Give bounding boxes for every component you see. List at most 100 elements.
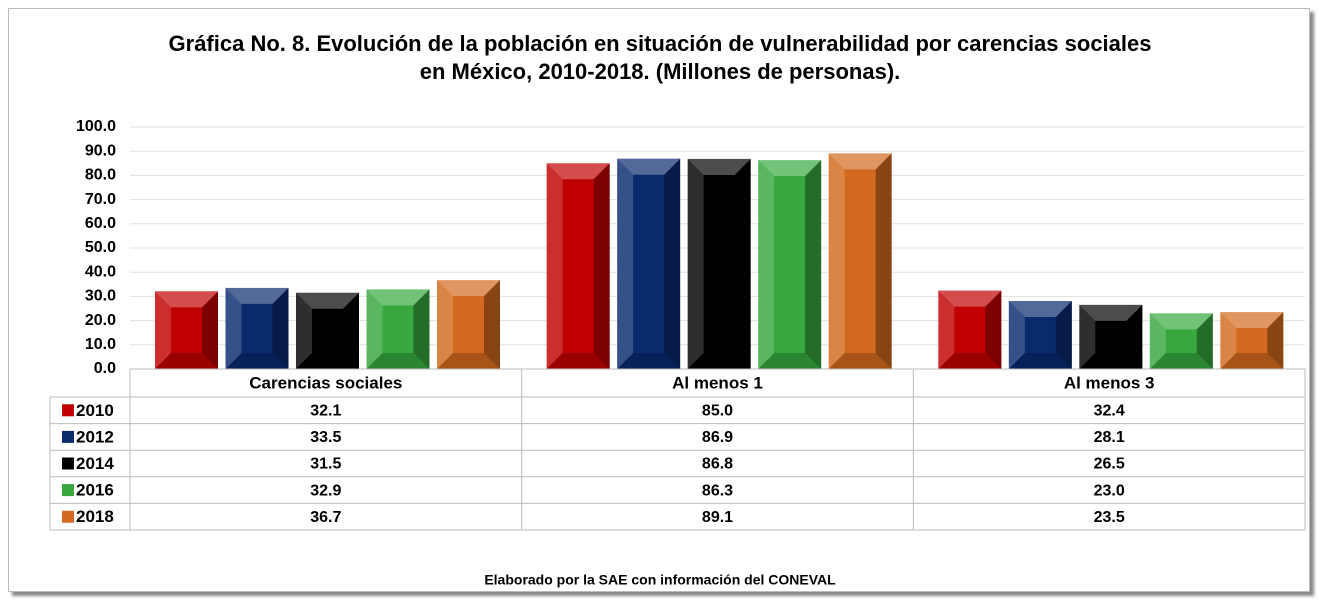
table-value: 85.0	[702, 403, 733, 420]
y-tick-label: 40.0	[85, 263, 116, 280]
bar-bevel-bottom	[938, 353, 1002, 369]
bar-bevel-left	[225, 287, 242, 369]
bar-bevel-right	[1196, 313, 1213, 369]
bar-bevel-top	[938, 290, 1002, 307]
bar	[225, 287, 289, 369]
bar	[1079, 304, 1143, 369]
chart-title: Gráfica No. 8. Evolución de la población…	[168, 31, 1152, 84]
y-tick-label: 60.0	[85, 215, 116, 232]
table-value: 36.7	[310, 509, 341, 526]
bar-bevel-bottom	[687, 353, 751, 369]
bar-bevel-bottom	[225, 353, 289, 369]
bar	[437, 280, 500, 369]
bar-bevel-bottom	[758, 353, 822, 369]
bar-bevel-top	[155, 291, 218, 308]
legend-label: 2016	[76, 481, 114, 500]
bar-bevel-left	[546, 163, 563, 369]
bar-bevel-left	[758, 160, 775, 369]
legend-label: 2010	[76, 401, 114, 420]
legend-label: 2014	[76, 454, 114, 473]
bar-bevel-right	[593, 163, 610, 369]
bar-bevel-right	[272, 287, 289, 369]
bar-bevel-bottom	[296, 353, 359, 369]
bar-bevel-bottom	[828, 353, 892, 369]
bar-bevel-left	[687, 158, 704, 369]
y-tick-label: 20.0	[85, 312, 116, 329]
bar	[155, 291, 218, 369]
table-value: 86.3	[702, 482, 733, 499]
bar-bevel-top	[758, 160, 822, 177]
bar-bevel-top	[617, 158, 681, 175]
legend-label: 2012	[76, 427, 114, 446]
bar-bevel-bottom	[437, 353, 500, 369]
bar-bevel-top	[1008, 300, 1072, 317]
table-value: 31.5	[310, 456, 341, 473]
bar-bevel-right	[1055, 300, 1072, 369]
bar-bevel-right	[805, 160, 822, 369]
bar-bevel-top	[828, 153, 892, 170]
bar-bevel-right	[734, 158, 751, 369]
bar	[758, 160, 822, 369]
y-tick-label: 30.0	[85, 288, 116, 305]
legend-swatch	[62, 404, 74, 417]
x-tick-label: Al menos 1	[672, 373, 763, 392]
bar-bevel-right	[413, 289, 430, 369]
bar	[687, 158, 751, 369]
bar-bevel-right	[202, 291, 218, 369]
bar-bevel-top	[296, 292, 359, 309]
y-tick-label: 90.0	[85, 142, 116, 159]
bar-bevel-top	[225, 287, 289, 304]
legend-swatch	[62, 510, 74, 523]
y-tick-label: 80.0	[85, 167, 116, 184]
bar-bevel-bottom	[155, 353, 218, 369]
table-value: 86.9	[702, 429, 733, 446]
bar	[617, 158, 681, 369]
y-tick-label: 50.0	[85, 239, 116, 256]
x-tick-label: Carencias sociales	[249, 373, 402, 392]
y-tick-label: 10.0	[85, 336, 116, 353]
bar-bevel-top	[1149, 313, 1213, 330]
table-value: 23.0	[1094, 482, 1125, 499]
bar-bevel-left	[155, 291, 171, 369]
bar-bevel-top	[437, 280, 500, 297]
bar-bevel-bottom	[1220, 353, 1284, 369]
bar-bevel-top	[687, 158, 751, 175]
legend-swatch	[62, 430, 74, 443]
bar-bevel-right	[343, 292, 359, 369]
table-value: 32.4	[1094, 403, 1125, 420]
legend-swatch	[62, 457, 74, 470]
bar	[546, 163, 610, 369]
bar-bevel-left	[1008, 300, 1025, 369]
table-value: 86.8	[702, 456, 733, 473]
bar-bevel-top	[1079, 304, 1143, 321]
source-note: Elaborado por la SAE con información del…	[484, 572, 836, 588]
bar-bevel-left	[828, 153, 845, 369]
bar	[938, 290, 1002, 369]
bar-bevel-left	[617, 158, 634, 369]
x-tick-label: Al menos 3	[1064, 373, 1155, 392]
table-value: 32.9	[310, 482, 341, 499]
bar-bevel-bottom	[366, 353, 430, 369]
y-tick-label: 0.0	[94, 360, 116, 377]
bar	[1149, 313, 1213, 369]
bar-bevel-left	[366, 289, 383, 369]
legend-swatch	[62, 484, 74, 497]
y-tick-label: 70.0	[85, 191, 116, 208]
bar	[296, 292, 359, 369]
table-value: 28.1	[1094, 429, 1125, 446]
bar	[828, 153, 892, 369]
bar-bevel-top	[1220, 312, 1284, 329]
bar-bevel-right	[1126, 304, 1143, 369]
table-value: 89.1	[702, 509, 733, 526]
y-tick-label: 100.0	[76, 118, 116, 135]
table-value: 23.5	[1094, 509, 1125, 526]
legend-label: 2018	[76, 507, 114, 526]
bar-bevel-right	[484, 280, 500, 369]
bar-bevel-bottom	[546, 353, 610, 369]
bar-bevel-left	[1220, 312, 1237, 369]
table-value: 26.5	[1094, 456, 1125, 473]
bar-bevel-right	[985, 290, 1002, 369]
bar	[366, 289, 430, 369]
bar-bevel-bottom	[1008, 353, 1072, 369]
